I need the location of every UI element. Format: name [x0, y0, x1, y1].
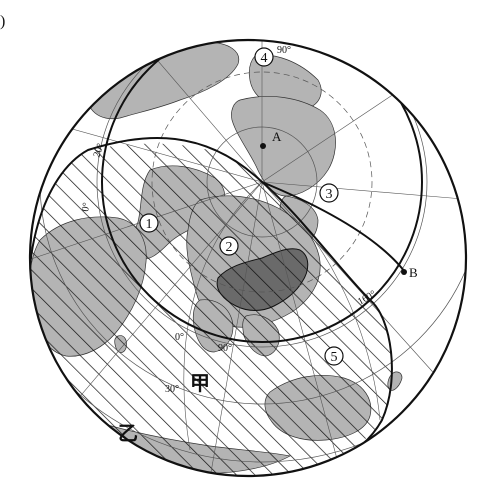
deg-30: 30° [165, 384, 179, 395]
globe-outline [28, 38, 468, 478]
region-jia-label: 甲 [190, 371, 210, 395]
terminator-circle [101, 40, 423, 343]
marker-label-4: 4 [261, 51, 268, 66]
deg-20: 20° [91, 142, 106, 159]
marker-label-3: 3 [326, 187, 333, 202]
marker-label-5: 5 [331, 350, 338, 365]
deg-90-top: 90° [277, 45, 291, 56]
point-b-marker [401, 269, 407, 275]
point-b-label: B [409, 265, 418, 280]
circle-marker-1 [139, 213, 159, 233]
hatched-zone [30, 143, 392, 476]
region-yi-label: 乙 [118, 421, 138, 445]
circle-marker-4 [254, 47, 274, 67]
edge-mark: ) [0, 13, 5, 30]
point-a-label: A [272, 129, 282, 144]
deg-90-bottom: 90° [218, 343, 232, 354]
great-circle-c [261, 181, 406, 273]
point-a-marker [260, 143, 266, 149]
circled-markers [139, 47, 344, 366]
circle-marker-3 [319, 183, 339, 203]
circle-marker-2 [219, 236, 239, 256]
marker-label-1: 1 [146, 217, 153, 232]
deg-0-bottom: 0° [175, 332, 184, 343]
marker-label-2: 2 [226, 240, 233, 255]
circle-marker-5 [324, 346, 344, 366]
deg-0-left: 0° [80, 202, 92, 213]
north-america [231, 96, 336, 197]
